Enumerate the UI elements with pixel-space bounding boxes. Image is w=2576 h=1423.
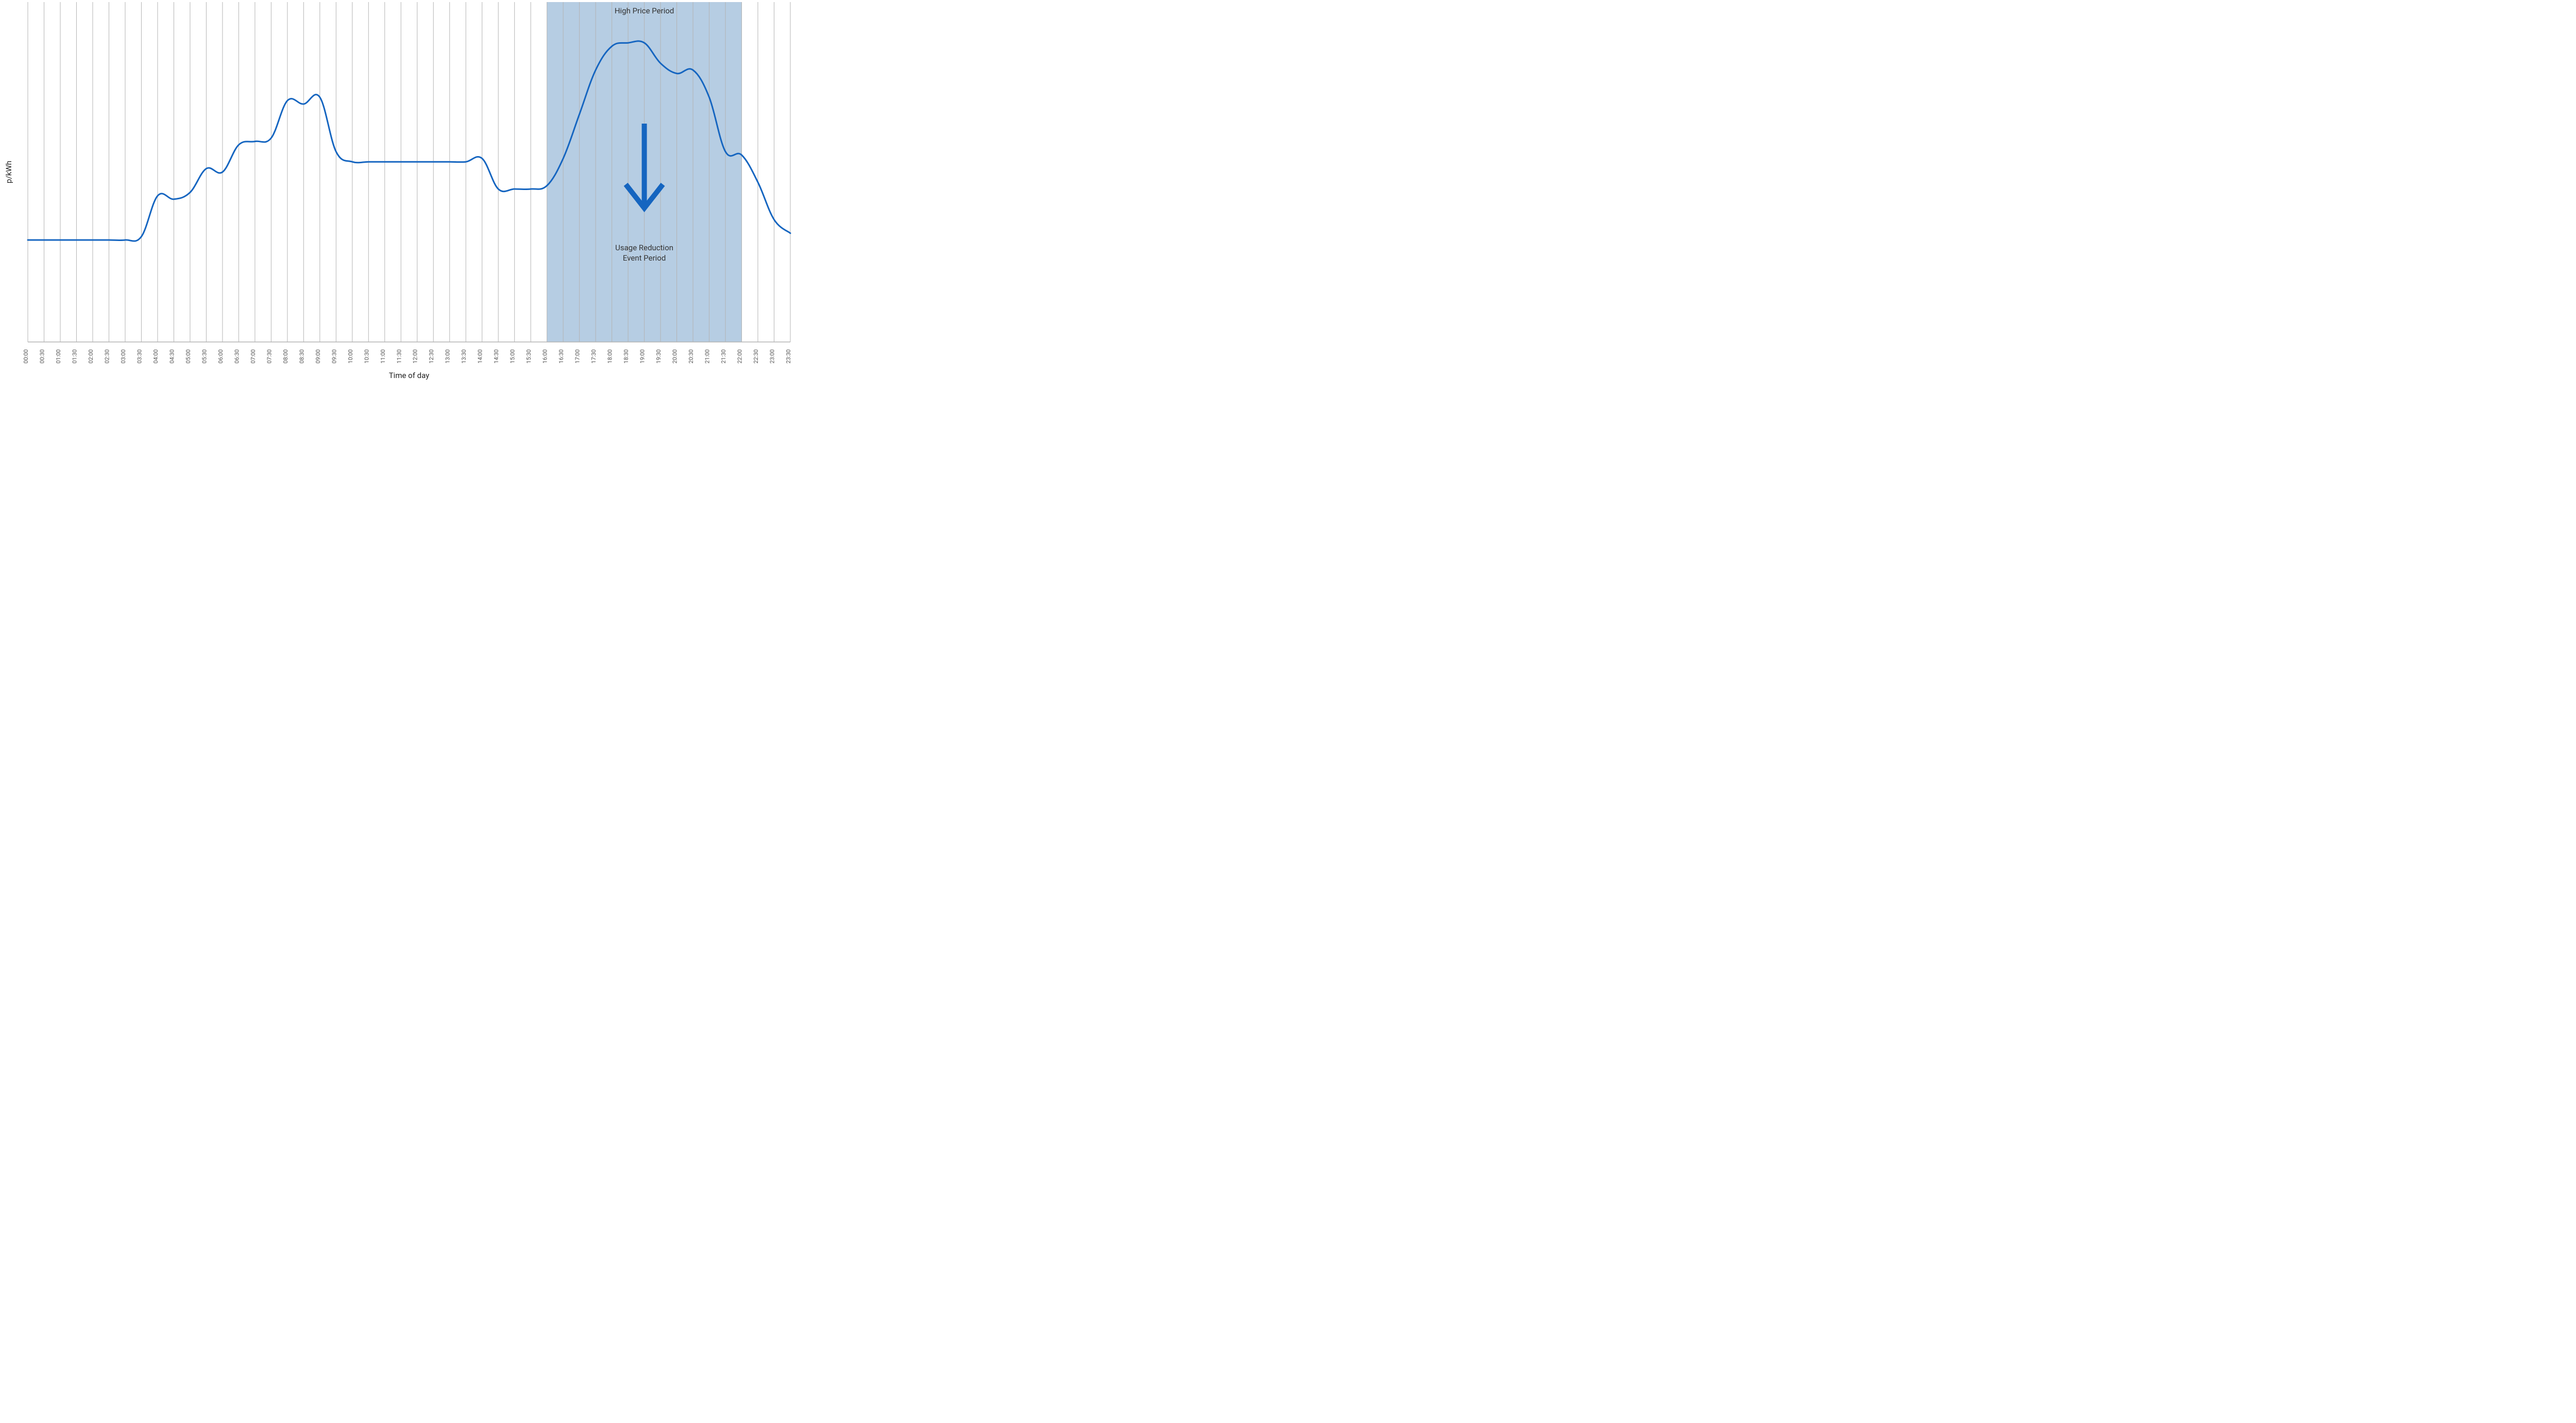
x-tick-label: 10:00 — [347, 349, 354, 363]
x-tick-label: 16:00 — [542, 349, 549, 363]
high-price-label: High Price Period — [615, 6, 674, 15]
x-tick-label: 01:30 — [71, 349, 78, 363]
x-tick-label: 04:00 — [152, 349, 159, 363]
x-tick-label: 12:00 — [412, 349, 419, 363]
x-tick-label: 22:30 — [753, 349, 759, 363]
x-axis-label: Time of day — [389, 371, 430, 380]
x-tick-label: 11:30 — [396, 349, 402, 363]
x-tick-label: 10:30 — [363, 349, 370, 363]
x-tick-label: 02:30 — [104, 349, 110, 363]
x-tick-label: 17:00 — [574, 349, 581, 363]
x-tick-label: 13:30 — [461, 349, 467, 363]
x-tick-label: 14:30 — [493, 349, 500, 363]
x-tick-label: 12:30 — [428, 349, 435, 363]
x-tick-label: 06:30 — [233, 349, 240, 363]
chart-svg: High Price Period Usage ReductionEvent Pe… — [0, 0, 793, 384]
x-tick-label: 20:30 — [688, 349, 694, 363]
x-tick-label: 18:30 — [623, 349, 630, 363]
x-tick-label: 14:00 — [477, 349, 484, 363]
x-tick-label: 04:30 — [168, 349, 175, 363]
x-tick-label: 19:30 — [655, 349, 662, 363]
x-tick-label: 21:00 — [704, 349, 711, 363]
x-tick-label: 03:30 — [136, 349, 143, 363]
x-tick-label: 18:00 — [607, 349, 614, 363]
x-tick-label: 22:00 — [737, 349, 743, 363]
x-tick-label: 02:00 — [88, 349, 94, 363]
x-tick-label: 06:00 — [217, 349, 224, 363]
x-tick-label: 16:30 — [558, 349, 565, 363]
usage-reduction-label-2: Event Period — [623, 253, 666, 263]
x-tick-label: 11:00 — [380, 349, 386, 363]
y-axis-label: p/kWh — [4, 161, 13, 183]
x-tick-label: 19:00 — [639, 349, 646, 363]
x-tick-label: 07:00 — [250, 349, 257, 363]
x-tick-label: 09:30 — [331, 349, 337, 363]
x-tick-label: 15:00 — [510, 349, 516, 363]
x-tick-label: 09:00 — [315, 349, 321, 363]
x-tick-label: 00:00 — [23, 349, 29, 363]
x-tick-label: 17:30 — [590, 349, 597, 363]
x-tick-label: 01:00 — [55, 349, 62, 363]
x-tick-label: 03:00 — [120, 349, 127, 363]
x-tick-label: 05:30 — [201, 349, 208, 363]
x-tick-label: 21:30 — [720, 349, 727, 363]
price-chart: High Price Period Usage ReductionEvent Pe… — [0, 0, 793, 384]
x-tick-label: 23:30 — [785, 349, 792, 363]
x-tick-label: 05:00 — [185, 349, 192, 363]
x-tick-label: 23:00 — [769, 349, 776, 363]
x-tick-label: 20:00 — [672, 349, 679, 363]
x-tick-label: 13:00 — [445, 349, 451, 363]
x-tick-label: 08:30 — [298, 349, 305, 363]
x-tick-label: 07:30 — [266, 349, 273, 363]
x-tick-label: 08:00 — [282, 349, 289, 363]
x-tick-label: 00:30 — [39, 349, 45, 363]
usage-reduction-label-1: Usage Reduction — [615, 243, 673, 252]
x-tick-label: 15:30 — [526, 349, 532, 363]
